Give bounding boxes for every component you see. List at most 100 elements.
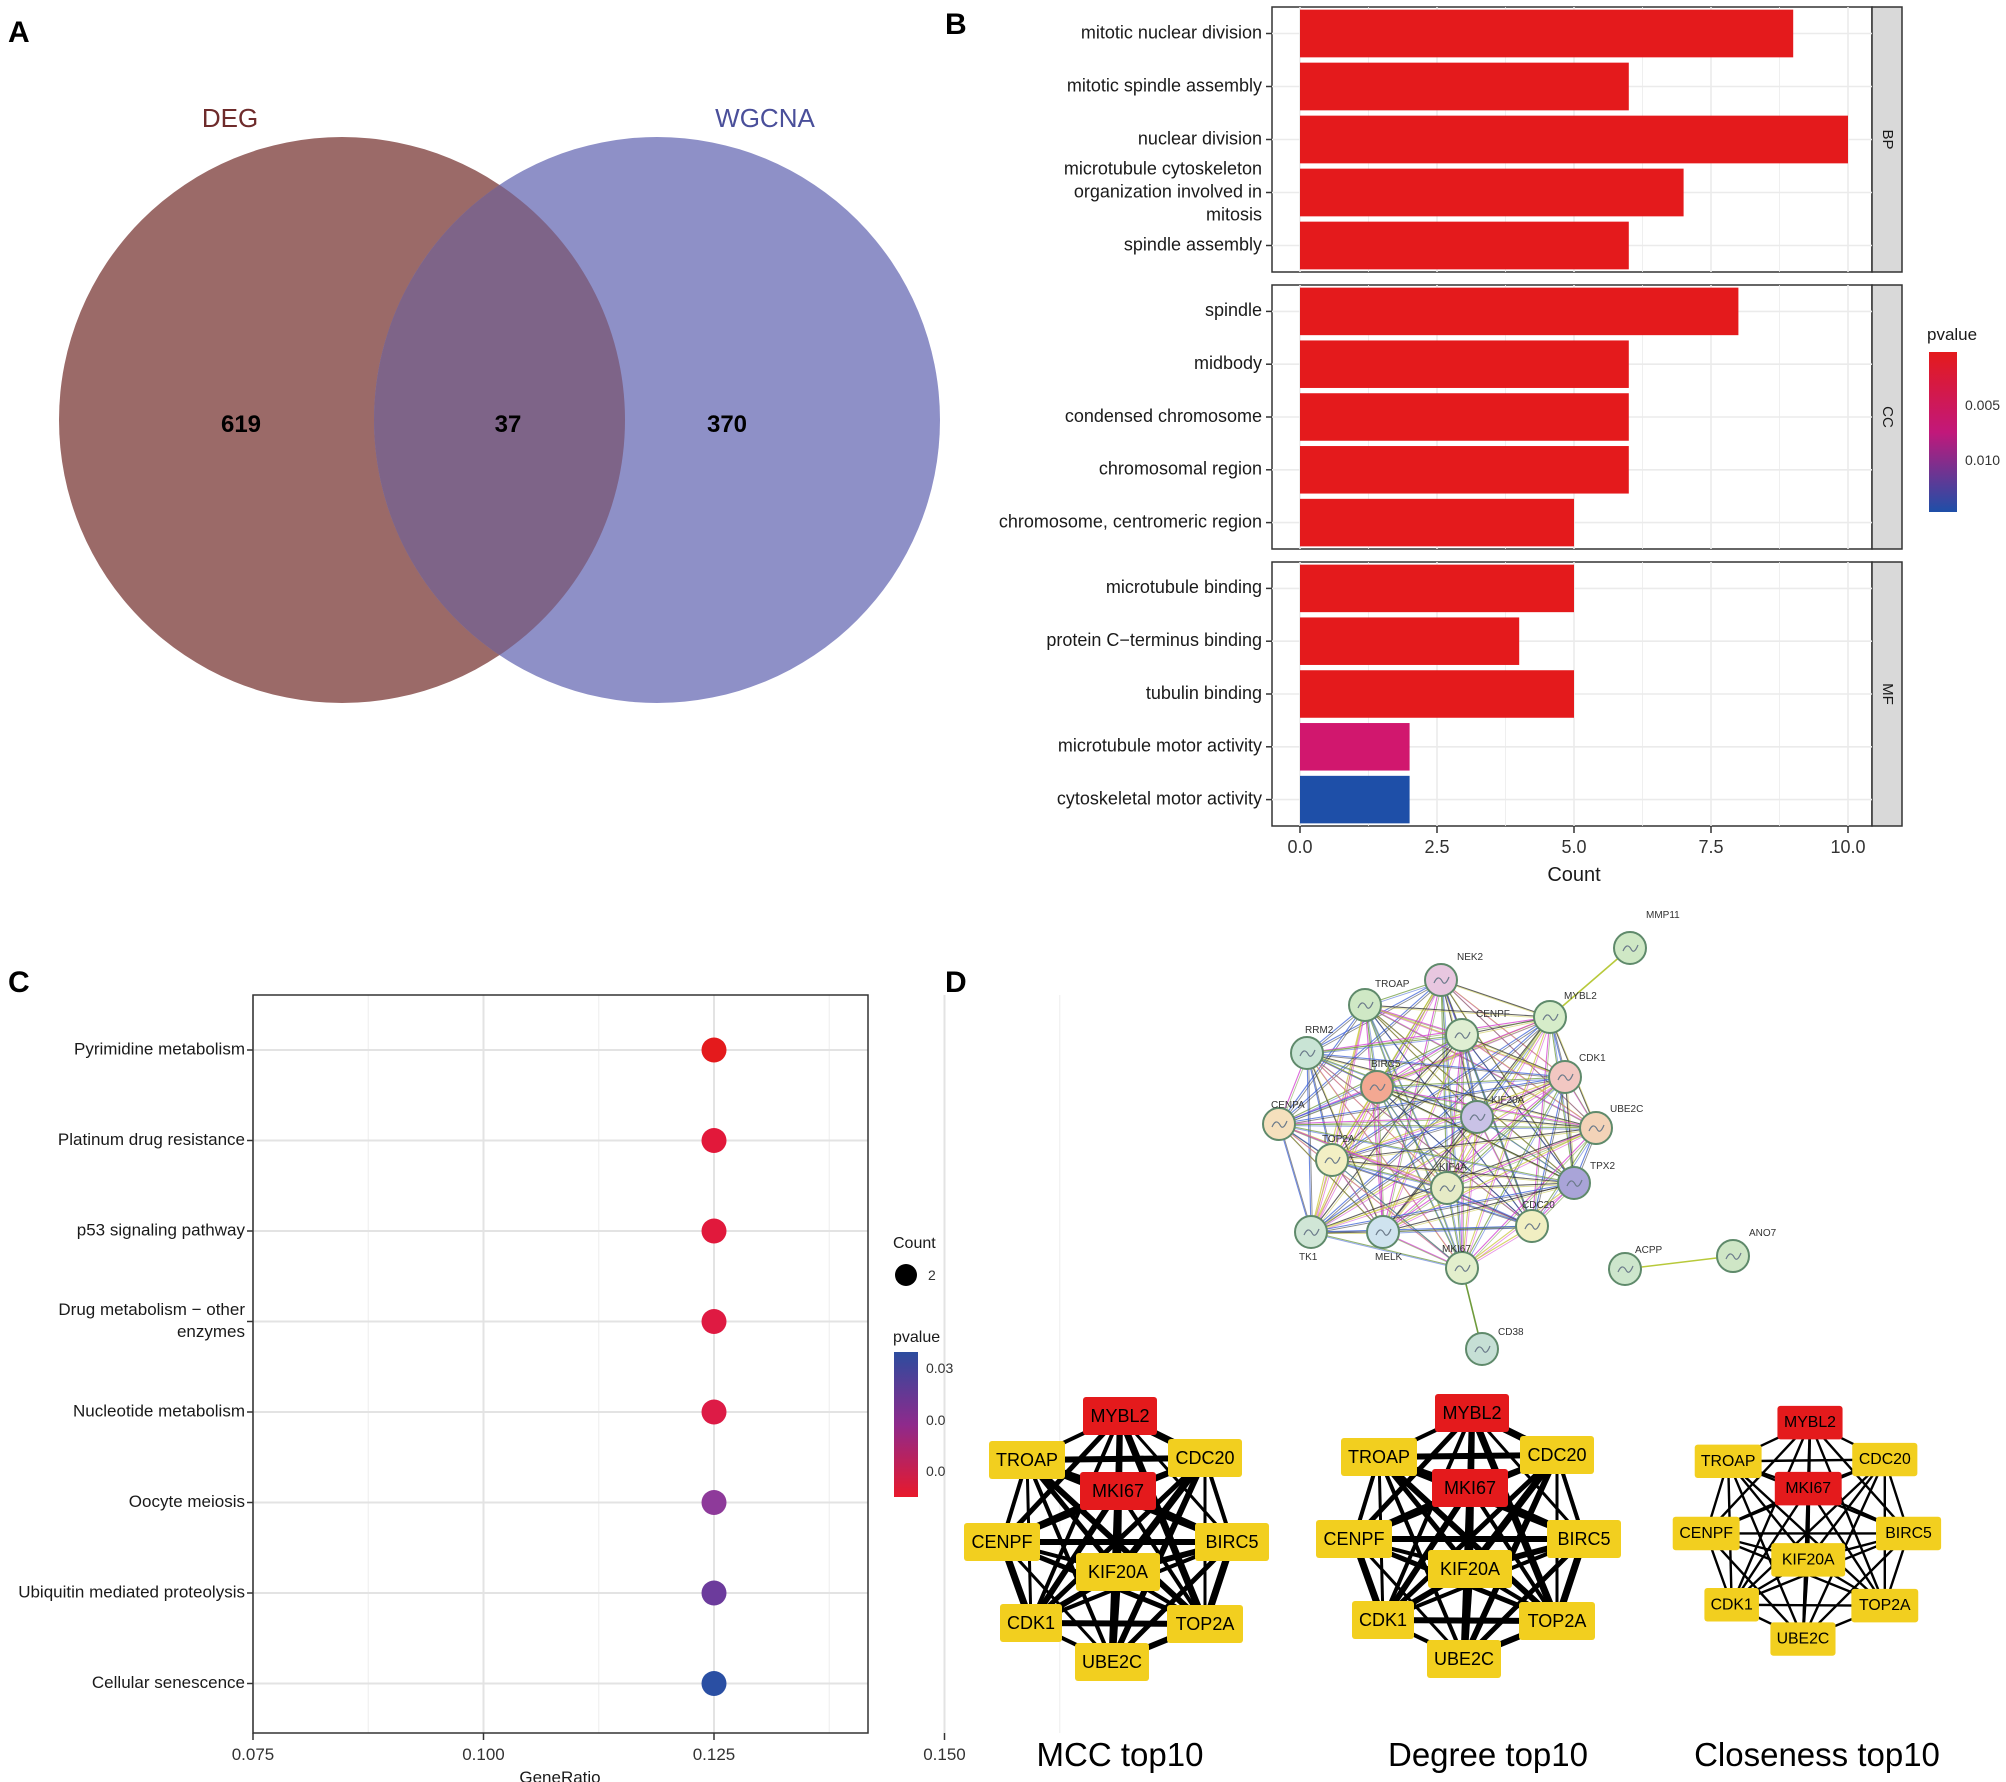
ppi-node-structure-icon [1299,1049,1316,1057]
ppi-node-structure-icon [1622,944,1639,952]
ppi-edge [1378,1088,1449,1190]
ppi-edge [1312,1189,1449,1234]
ppi-edge [1306,1016,1551,1054]
go-term-label: mitosis [1206,204,1262,224]
hub-node-red [1080,1472,1156,1510]
hub-edge [1727,1460,1805,1640]
hub-node-yellow [1771,1543,1846,1577]
go-term-label: chromosomal region [1099,459,1262,479]
ppi-edge [1280,1125,1598,1130]
ppi-edge [1310,1225,1533,1233]
go-bar [1300,115,1848,164]
hub-node-red [1777,1405,1843,1440]
ppi-edge [1446,1182,1575,1189]
go-bar [1300,617,1520,665]
ppi-edge [1463,1129,1598,1270]
hub-network-title: Closeness top10 [1694,1736,1940,1773]
ppi-node-structure-icon [1588,1124,1605,1132]
ppi-edge [1280,981,1443,1126]
hub-node-label: CDC20 [1859,1451,1911,1468]
hub-node-yellow [1770,1622,1836,1656]
go-term-label: protein C−terminus binding [1046,630,1262,650]
ppi-node-label: CENPF [1476,1009,1510,1020]
ppi-node-structure-icon [1433,976,1450,984]
go-bar-chart: BP mitotic nuclear division mitotic spindl… [999,6,2000,886]
go-term-label: cytoskeletal motor activity [1057,788,1262,808]
hub-node-label: MYBL2 [1442,1403,1501,1423]
ppi-edge [1278,1123,1448,1189]
hub-node-label: BIRC5 [1205,1532,1258,1552]
go-term-label: mitotic spindle assembly [1067,75,1262,95]
hub-edge [1730,1487,1810,1606]
ppi-node-label: MELK [1375,1252,1403,1263]
go-term-label: tubulin binding [1146,683,1262,703]
venn-deg-only-count: 619 [221,411,261,438]
ppi-edge [1382,1116,1478,1233]
ppi-edge [1376,1076,1566,1088]
ppi-edge [1378,1088,1385,1234]
hub-node-yellow [1672,1516,1740,1551]
go-term-label: nuclear division [1138,128,1262,148]
go-facet-label: MF [1879,683,1896,705]
hub-node-label: TOP2A [1528,1611,1587,1631]
hub-node-yellow [1704,1588,1759,1622]
hub-node-label: TOP2A [1176,1614,1235,1634]
ppi-edge [1310,1034,1463,1233]
kegg-term-label: Oocyte meiosis [129,1492,245,1511]
kegg-legend-count-value: 2 [928,1267,936,1283]
kegg-term-label: Platinum drug resistance [58,1130,245,1149]
kegg-dot [701,1309,727,1334]
kegg-legend-count-title: Count [893,1235,936,1252]
ppi-node-structure-icon [1474,1345,1491,1353]
hub-node-yellow [1519,1602,1595,1640]
ppi-edge [1478,1118,1534,1228]
kegg-dot-plot: Pyrimidine metabolism Platinum drug resis… [18,994,1061,1782]
ppi-node-label: CD38 [1498,1327,1524,1338]
go-term-label: mitotic nuclear division [1081,22,1262,42]
go-xtick-label: 2.5 [1424,837,1449,857]
ppi-edge [1378,1078,1567,1089]
ppi-edge [1364,1004,1597,1129]
kegg-legend-pvalue-title: pvalue [893,1329,940,1346]
hub-node-label: TROAP [996,1450,1058,1470]
ppi-edge [1463,1036,1576,1185]
ppi-edge [1384,1129,1598,1234]
ppi-edge [1280,1125,1464,1270]
hub-edge [1808,1422,1886,1607]
ppi-edge [1310,1187,1448,1233]
hub-edge [1470,1412,1586,1540]
venn-intersection-count: 37 [495,411,522,438]
ppi-node-structure-icon [1617,1265,1634,1273]
ppi-edge [1331,1159,1448,1189]
ppi-node-label: KIF20A [1491,1095,1525,1106]
hub-node-label: TOP2A [1859,1597,1911,1614]
ppi-node-label: TK1 [1299,1252,1318,1263]
ppi-edge [1366,1006,1598,1130]
ppi-edge [1624,1255,1734,1270]
ppi-node-label: MYBL2 [1564,991,1597,1002]
ppi-edge [1310,1116,1478,1233]
ppi-edge [1376,1086,1478,1118]
ppi-node-label: NEK2 [1457,952,1484,963]
hub-network-title: MCC top10 [1037,1736,1204,1773]
ppi-edge [1331,1159,1575,1184]
ppi-node-structure-icon [1324,1156,1341,1164]
ppi-edge [1384,1118,1479,1234]
hub-node-label: CDC20 [1527,1445,1586,1465]
ppi-edge [1280,1018,1552,1126]
kegg-term-label: enzymes [177,1322,245,1341]
hub-edge [1730,1458,1886,1606]
panel-letter-b: B [945,8,967,41]
go-term-label: organization involved in [1074,181,1262,201]
ppi-node-structure-icon [1524,1222,1541,1230]
hub-edge [1809,1421,1910,1535]
panel-letter-d: D [945,966,967,999]
ppi-node-label: CENPA [1271,1100,1305,1111]
ppi-node-structure-icon [1542,1013,1559,1021]
go-legend-tick-label: 0.005 [1965,397,2000,413]
hub-edge [1380,1486,1473,1622]
hub-node-red [1435,1394,1509,1432]
go-facet-label: CC [1879,406,1896,428]
go-bar [1300,670,1574,718]
kegg-dot [701,1037,727,1063]
